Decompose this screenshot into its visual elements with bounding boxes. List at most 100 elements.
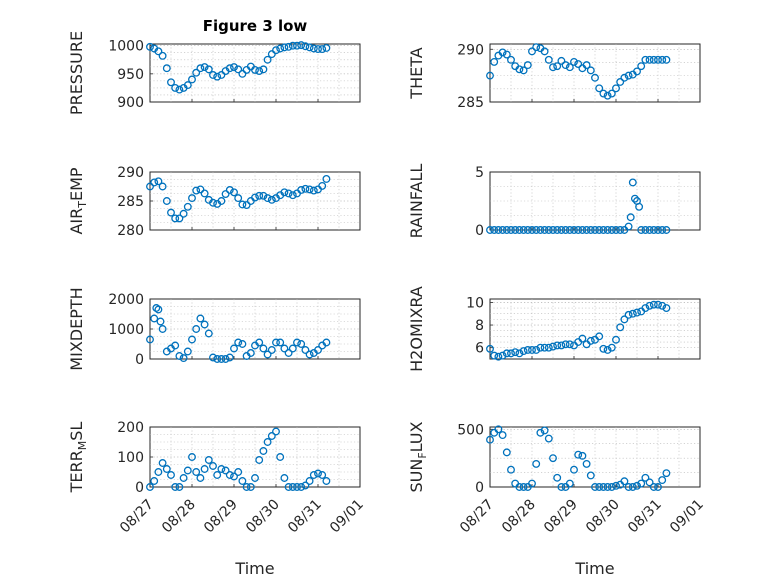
data-point — [570, 57, 578, 66]
x-tick-label: 08/29 — [541, 497, 581, 537]
data-point — [536, 226, 545, 234]
data-point — [267, 50, 276, 59]
data-point — [259, 191, 268, 200]
data-point — [263, 55, 272, 64]
data-point — [616, 226, 625, 234]
data-point — [276, 453, 285, 461]
data-point — [213, 355, 222, 363]
data-point — [280, 474, 289, 482]
data-point — [599, 226, 608, 234]
data-point — [204, 329, 213, 338]
data-point — [549, 226, 557, 234]
data-point — [158, 459, 167, 467]
data-point — [553, 341, 562, 350]
data-point — [486, 226, 494, 234]
data-point — [624, 310, 633, 319]
data-point — [511, 226, 520, 234]
data-point — [234, 338, 243, 347]
data-point — [162, 64, 171, 73]
data-point — [259, 65, 268, 74]
data-point — [158, 51, 167, 60]
data-point — [284, 483, 293, 491]
data-point — [225, 64, 234, 73]
data-point — [544, 434, 553, 443]
x-tick-label: 08/31 — [285, 497, 325, 537]
data-point — [230, 344, 238, 353]
data-point — [146, 182, 154, 191]
data-point — [591, 483, 599, 491]
data-point — [200, 465, 209, 473]
data-point — [557, 483, 566, 491]
data-point — [628, 483, 637, 491]
y-tick-label: 0 — [135, 480, 144, 496]
data-point — [263, 194, 272, 203]
data-point — [523, 345, 532, 354]
data-point — [486, 344, 494, 353]
data-point — [507, 226, 515, 234]
data-point — [305, 43, 314, 52]
data-point — [280, 43, 289, 52]
data-point — [267, 346, 276, 354]
data-point — [519, 226, 528, 234]
data-point — [309, 186, 318, 195]
data-point — [192, 325, 201, 333]
data-point — [234, 65, 243, 74]
data-point — [288, 483, 297, 491]
y-axis-label: PRESSURE — [67, 31, 86, 115]
data-point — [595, 483, 604, 491]
data-point — [582, 459, 591, 468]
data-point — [511, 348, 520, 357]
data-point — [179, 209, 188, 218]
data-point — [179, 474, 188, 482]
y-tick-label: 900 — [117, 95, 144, 111]
data-point — [599, 483, 608, 491]
data-point — [612, 226, 620, 234]
data-point — [238, 200, 247, 209]
data-point — [255, 191, 264, 200]
data-point — [213, 72, 222, 81]
data-point — [662, 55, 671, 64]
data-point — [633, 481, 641, 490]
data-point — [658, 226, 667, 234]
data-point — [251, 65, 259, 74]
data-point — [225, 186, 234, 194]
data-point — [528, 226, 536, 234]
data-point — [570, 465, 578, 474]
data-point — [603, 483, 612, 491]
data-point — [549, 454, 557, 463]
data-point — [284, 189, 293, 198]
data-point — [628, 178, 637, 187]
data-point — [280, 344, 289, 353]
data-point — [586, 226, 595, 234]
data-point — [549, 342, 557, 351]
data-point — [536, 343, 545, 352]
data-point — [595, 332, 604, 341]
data-point — [528, 345, 536, 354]
data-point — [154, 177, 163, 186]
y-axis-label: SUNFLUX — [407, 421, 429, 492]
data-point — [183, 466, 192, 475]
data-point — [645, 301, 654, 310]
data-point — [171, 483, 180, 491]
subplot-6: 6 8 10 H2OMIXRA — [407, 286, 701, 372]
data-point — [628, 309, 637, 318]
y-axis-label: AIRTEMP — [67, 167, 89, 234]
data-point — [196, 314, 205, 323]
y-axis-label: RAINFALL — [407, 164, 426, 239]
data-point — [305, 350, 314, 359]
data-point — [175, 352, 184, 360]
data-point — [641, 55, 650, 64]
data-point — [150, 477, 159, 485]
data-point — [603, 345, 612, 354]
data-point — [515, 226, 524, 234]
data-point — [612, 84, 620, 93]
data-point — [565, 340, 574, 349]
data-point — [540, 226, 549, 234]
data-point — [620, 315, 629, 324]
data-point — [162, 197, 171, 205]
y-tick-label: 280 — [117, 223, 144, 239]
data-point — [318, 45, 327, 54]
subplot-1: 900 950 1000 PRESSURE Figure 3 low — [67, 17, 361, 115]
data-point — [204, 65, 213, 74]
data-point — [217, 71, 226, 79]
